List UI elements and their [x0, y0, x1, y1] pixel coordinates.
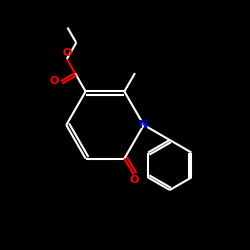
Text: O: O — [62, 48, 72, 58]
Text: N: N — [139, 120, 148, 130]
Text: O: O — [49, 76, 58, 86]
Text: O: O — [129, 175, 138, 185]
